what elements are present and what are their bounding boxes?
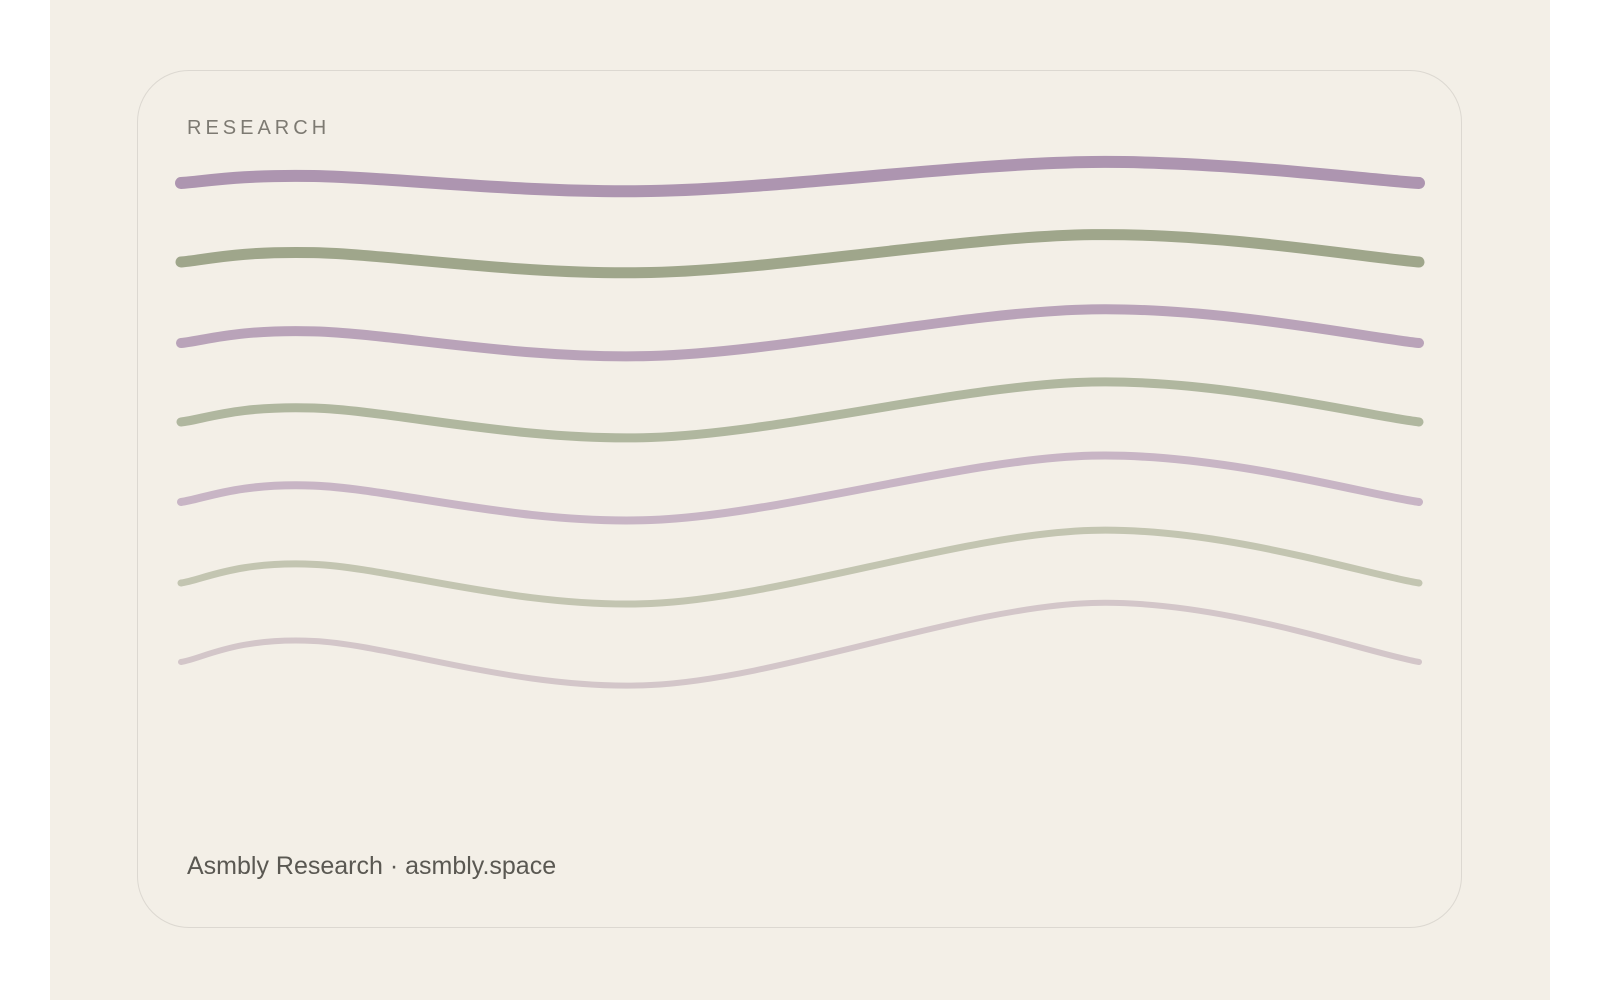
wave-line bbox=[176, 304, 1424, 362]
card bbox=[137, 70, 1462, 928]
wave-line bbox=[178, 599, 1422, 689]
wave-line bbox=[176, 377, 1424, 443]
wave-line bbox=[175, 229, 1425, 279]
wave-line bbox=[177, 526, 1423, 608]
card-footer: Asmbly Research · asmbly.space bbox=[187, 852, 557, 880]
wave-line bbox=[177, 451, 1423, 525]
card-label: RESEARCH bbox=[187, 117, 331, 139]
wave-line bbox=[175, 155, 1425, 198]
